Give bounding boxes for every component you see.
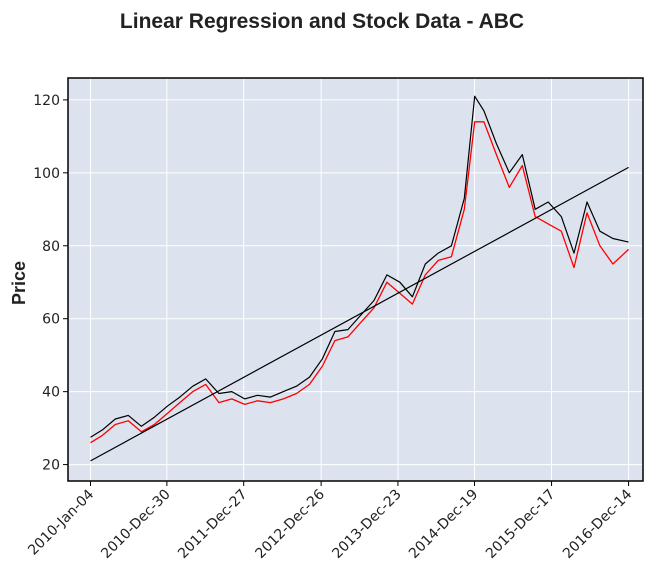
x-tick-label: 2015-Dec-17	[483, 487, 558, 562]
plot-frame	[67, 77, 644, 482]
y-tick-label: 60	[42, 312, 60, 328]
y-axis-label: Price	[9, 261, 29, 305]
y-tick-label: 80	[42, 239, 60, 255]
y-tick-label: 120	[33, 93, 60, 109]
y-tick-label: 20	[42, 458, 60, 474]
chart-title: Linear Regression and Stock Data - ABC	[120, 10, 524, 33]
grid	[68, 78, 643, 481]
series-group	[90, 95, 630, 462]
y-tick-label: 100	[33, 166, 60, 182]
close-line	[90, 121, 630, 444]
x-tick-label: 2013-Dec-23	[329, 487, 404, 562]
x-tick-label: 2012-Dec-26	[253, 486, 328, 561]
y-tick-label: 40	[42, 385, 60, 401]
plot-background	[68, 78, 643, 481]
x-tick-label: 2016-Dec-14	[560, 486, 635, 561]
x-axis: 2010-Jan-04 2010-Dec-30 2011-Dec-27 2012-De…	[25, 481, 635, 562]
x-tick-label: 2011-Dec-27	[175, 487, 250, 562]
x-tick-label: 2010-Dec-30	[98, 487, 173, 562]
regression-line	[90, 166, 629, 462]
high-line	[90, 95, 629, 438]
x-tick-label: 2014-Dec-19	[406, 487, 481, 562]
y-axis: 20 40 60 80 100 120	[33, 93, 68, 474]
x-tick-label: 2010-Jan-04	[25, 486, 97, 558]
